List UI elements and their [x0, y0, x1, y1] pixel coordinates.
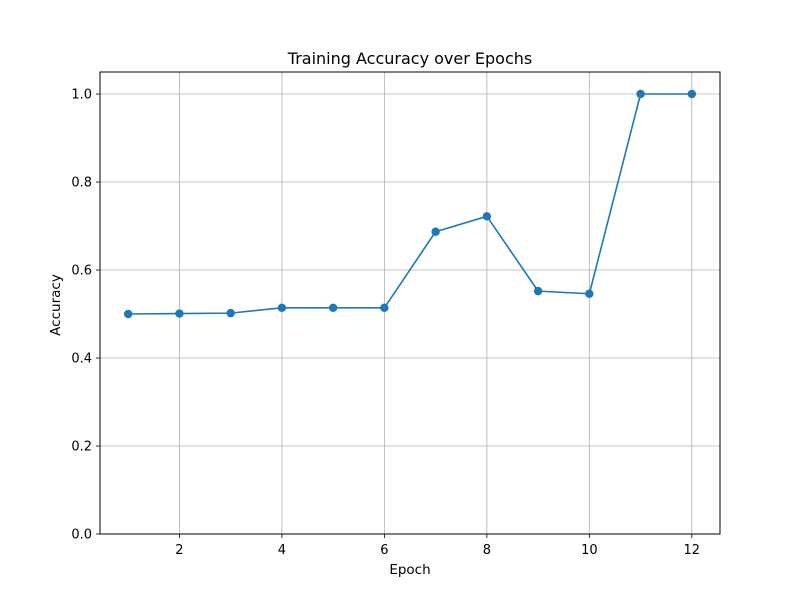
- data-point: [380, 303, 389, 313]
- x-axis-label: Epoch: [389, 562, 430, 578]
- tick-marks: [96, 93, 693, 538]
- y-tick-label: 0.2: [71, 440, 92, 455]
- chart-title: Training Accuracy over Epochs: [287, 49, 532, 68]
- data-point: [328, 303, 338, 313]
- x-tick-label: 10: [581, 543, 598, 558]
- series-layer: [123, 89, 697, 319]
- data-point: [636, 89, 645, 99]
- data-point: [585, 289, 594, 298]
- series-line: [127, 93, 693, 315]
- x-tick-label: 6: [380, 543, 388, 558]
- y-tick-label: 1.0: [71, 88, 92, 103]
- axes-frame: [99, 71, 721, 535]
- x-tick-label: 2: [175, 543, 183, 558]
- data-point: [277, 303, 287, 313]
- data-point: [123, 309, 133, 319]
- data-point: [431, 227, 440, 236]
- tick-labels: 2 4 6 8 10 12 0.0 0.2 0.4 0.6 0.8 1.0: [71, 88, 700, 559]
- y-axis-label: Accuracy: [48, 274, 64, 336]
- y-tick-label: 0.8: [71, 176, 92, 191]
- x-tick-label: 8: [483, 543, 491, 558]
- data-point: [533, 286, 543, 296]
- data-point: [226, 308, 235, 318]
- data-point: [175, 309, 184, 318]
- y-tick-label: 0.6: [71, 264, 92, 279]
- data-point: [482, 212, 492, 221]
- x-tick-label: 12: [684, 543, 701, 558]
- y-tick-label: 0.4: [71, 352, 92, 367]
- x-tick-label: 4: [278, 543, 286, 558]
- y-tick-label: 0.0: [71, 528, 92, 543]
- data-point: [687, 89, 697, 99]
